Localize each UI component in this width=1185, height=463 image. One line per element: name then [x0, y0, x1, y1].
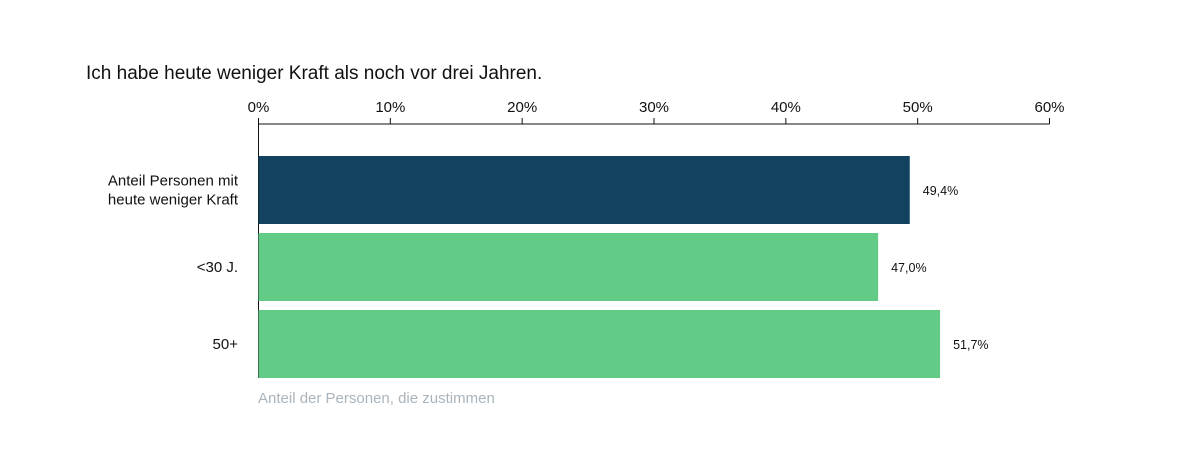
- data-label: 51,7%: [953, 338, 988, 352]
- x-tick-label: 20%: [507, 99, 537, 116]
- category-labels: Anteil Personen mit heute weniger Kraft <3…: [108, 173, 239, 354]
- chart-title: Ich habe heute weniger Kraft als noch vo…: [86, 63, 542, 84]
- x-tick-label: 30%: [639, 99, 669, 116]
- x-tick-label: 10%: [375, 99, 405, 116]
- category-label: Anteil Personen mit heute weniger Kraft: [108, 173, 239, 209]
- bar-series: [258, 156, 941, 378]
- data-label: 49,4%: [923, 184, 958, 198]
- bar: [258, 233, 879, 301]
- bar: [258, 156, 910, 224]
- x-tick-label: 0%: [248, 99, 270, 116]
- category-label: <30 J.: [197, 259, 238, 276]
- x-tick-label: 60%: [1034, 99, 1064, 116]
- x-axis-label: Anteil der Personen, die zustimmen: [258, 390, 495, 407]
- category-label: 50+: [213, 336, 239, 353]
- x-tick-label: 40%: [771, 99, 801, 116]
- bar: [258, 310, 941, 378]
- data-labels: 49,4% 47,0% 51,7%: [891, 184, 988, 352]
- x-axis: 0% 10% 20% 30% 40% 50% 60%: [248, 99, 1065, 378]
- data-label: 47,0%: [891, 261, 926, 275]
- x-tick-label: 50%: [903, 99, 933, 116]
